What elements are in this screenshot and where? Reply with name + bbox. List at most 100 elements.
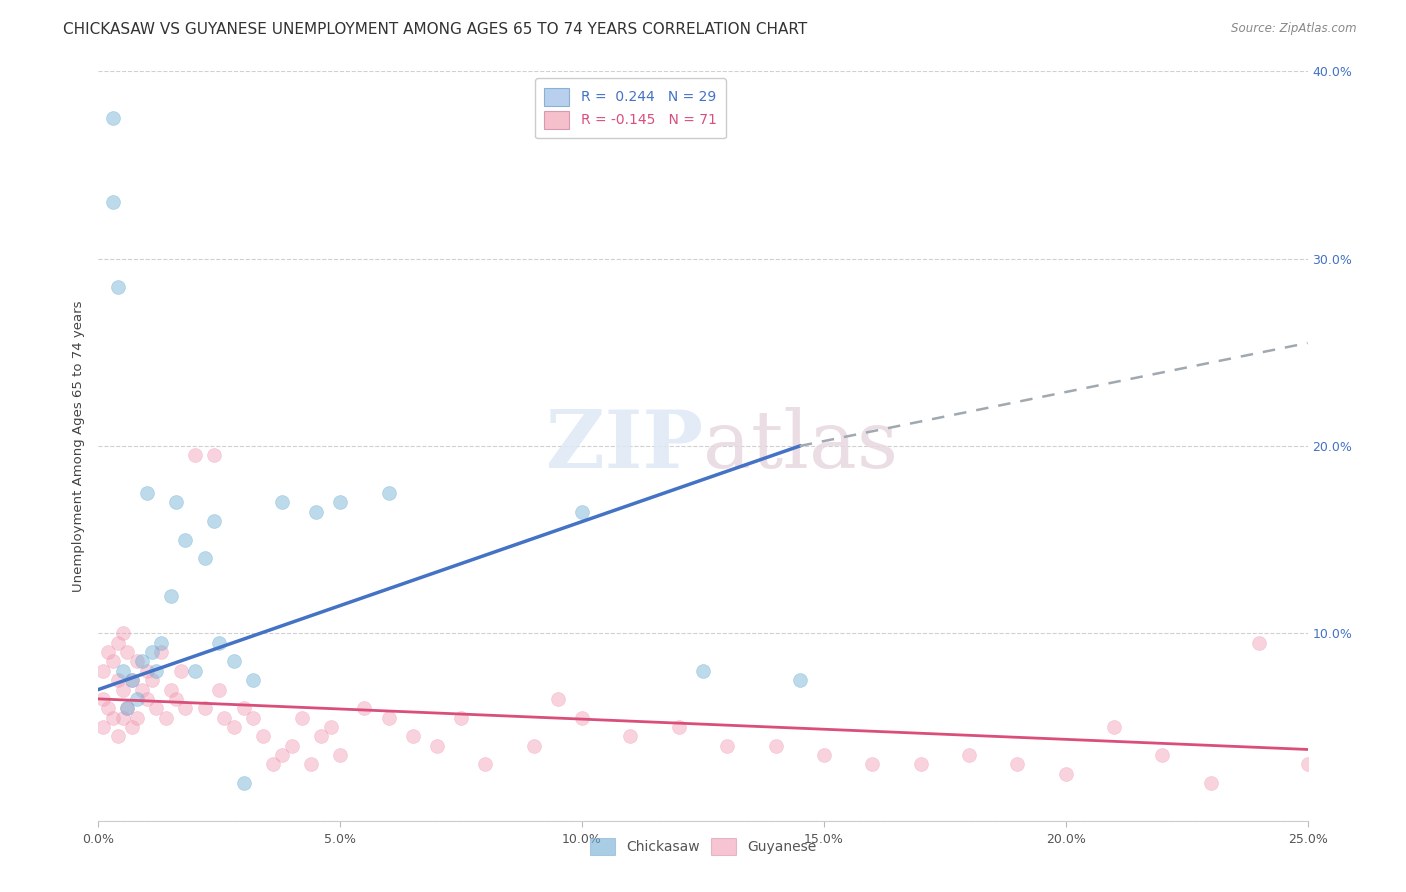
Point <box>135 692 157 706</box>
Point <box>957 747 980 762</box>
Y-axis label: Unemployment Among Ages 65 to 74 years: Unemployment Among Ages 65 to 74 years <box>72 301 86 591</box>
Point <box>299 757 322 772</box>
Point <box>523 739 546 753</box>
Point <box>131 682 153 697</box>
Point <box>571 710 593 724</box>
Point <box>377 710 399 724</box>
Point <box>111 682 134 697</box>
Point <box>290 710 312 724</box>
Point <box>329 747 352 762</box>
Point <box>101 112 124 126</box>
Point <box>145 701 167 715</box>
Point <box>184 449 207 463</box>
Point <box>111 664 134 678</box>
Point <box>135 486 157 500</box>
Point <box>101 655 124 669</box>
Point <box>1249 635 1271 649</box>
Point <box>91 720 114 734</box>
Point <box>619 730 641 744</box>
Point <box>329 495 352 509</box>
Point <box>222 720 245 734</box>
Point <box>319 720 342 734</box>
Point <box>194 701 217 715</box>
Point <box>1054 767 1077 781</box>
Point <box>309 730 332 744</box>
Point <box>97 701 120 715</box>
Point <box>121 720 143 734</box>
Point <box>127 655 149 669</box>
Point <box>232 701 254 715</box>
Point <box>160 682 183 697</box>
Point <box>716 739 738 753</box>
Point <box>212 710 235 724</box>
Text: CHICKASAW VS GUYANESE UNEMPLOYMENT AMONG AGES 65 TO 74 YEARS CORRELATION CHART: CHICKASAW VS GUYANESE UNEMPLOYMENT AMONG… <box>63 22 807 37</box>
Point <box>117 701 139 715</box>
Point <box>281 739 304 753</box>
Point <box>547 692 569 706</box>
Point <box>97 645 120 659</box>
Point <box>165 692 187 706</box>
Point <box>111 710 134 724</box>
Text: Source: ZipAtlas.com: Source: ZipAtlas.com <box>1232 22 1357 36</box>
Point <box>101 710 124 724</box>
Point <box>107 635 129 649</box>
Point <box>127 710 149 724</box>
Point <box>860 757 883 772</box>
Point <box>242 673 264 688</box>
Point <box>668 720 690 734</box>
Point <box>127 692 149 706</box>
Point <box>208 682 231 697</box>
Point <box>426 739 449 753</box>
Point <box>150 645 173 659</box>
Text: atlas: atlas <box>703 407 898 485</box>
Point <box>155 710 177 724</box>
Point <box>765 739 787 753</box>
Point <box>402 730 425 744</box>
Point <box>222 655 245 669</box>
Point <box>271 495 294 509</box>
Point <box>353 701 375 715</box>
Point <box>474 757 496 772</box>
Point <box>165 495 187 509</box>
Point <box>174 701 197 715</box>
Point <box>111 626 134 640</box>
Point <box>141 673 163 688</box>
Point <box>450 710 472 724</box>
Point <box>150 635 173 649</box>
Point <box>169 664 191 678</box>
Point <box>107 673 129 688</box>
Legend: Chickasaw, Guyanese: Chickasaw, Guyanese <box>583 830 823 863</box>
Point <box>271 747 294 762</box>
Point <box>1199 776 1222 790</box>
Point <box>135 664 157 678</box>
Point <box>174 533 197 547</box>
Point <box>141 645 163 659</box>
Point <box>571 505 593 519</box>
Point <box>107 730 129 744</box>
Point <box>232 776 254 790</box>
Point <box>204 449 226 463</box>
Point <box>204 514 226 528</box>
Point <box>242 710 264 724</box>
Point <box>121 673 143 688</box>
Point <box>252 730 274 744</box>
Point <box>1007 757 1029 772</box>
Point <box>145 664 167 678</box>
Text: ZIP: ZIP <box>546 407 703 485</box>
Point <box>107 280 129 294</box>
Point <box>1152 747 1174 762</box>
Point <box>117 645 139 659</box>
Point <box>131 655 153 669</box>
Point <box>121 673 143 688</box>
Point <box>117 701 139 715</box>
Point <box>91 692 114 706</box>
Point <box>813 747 835 762</box>
Point <box>194 551 217 566</box>
Point <box>910 757 932 772</box>
Point <box>692 664 714 678</box>
Point <box>208 635 231 649</box>
Point <box>160 589 183 603</box>
Point <box>377 486 399 500</box>
Point <box>184 664 207 678</box>
Point <box>789 673 811 688</box>
